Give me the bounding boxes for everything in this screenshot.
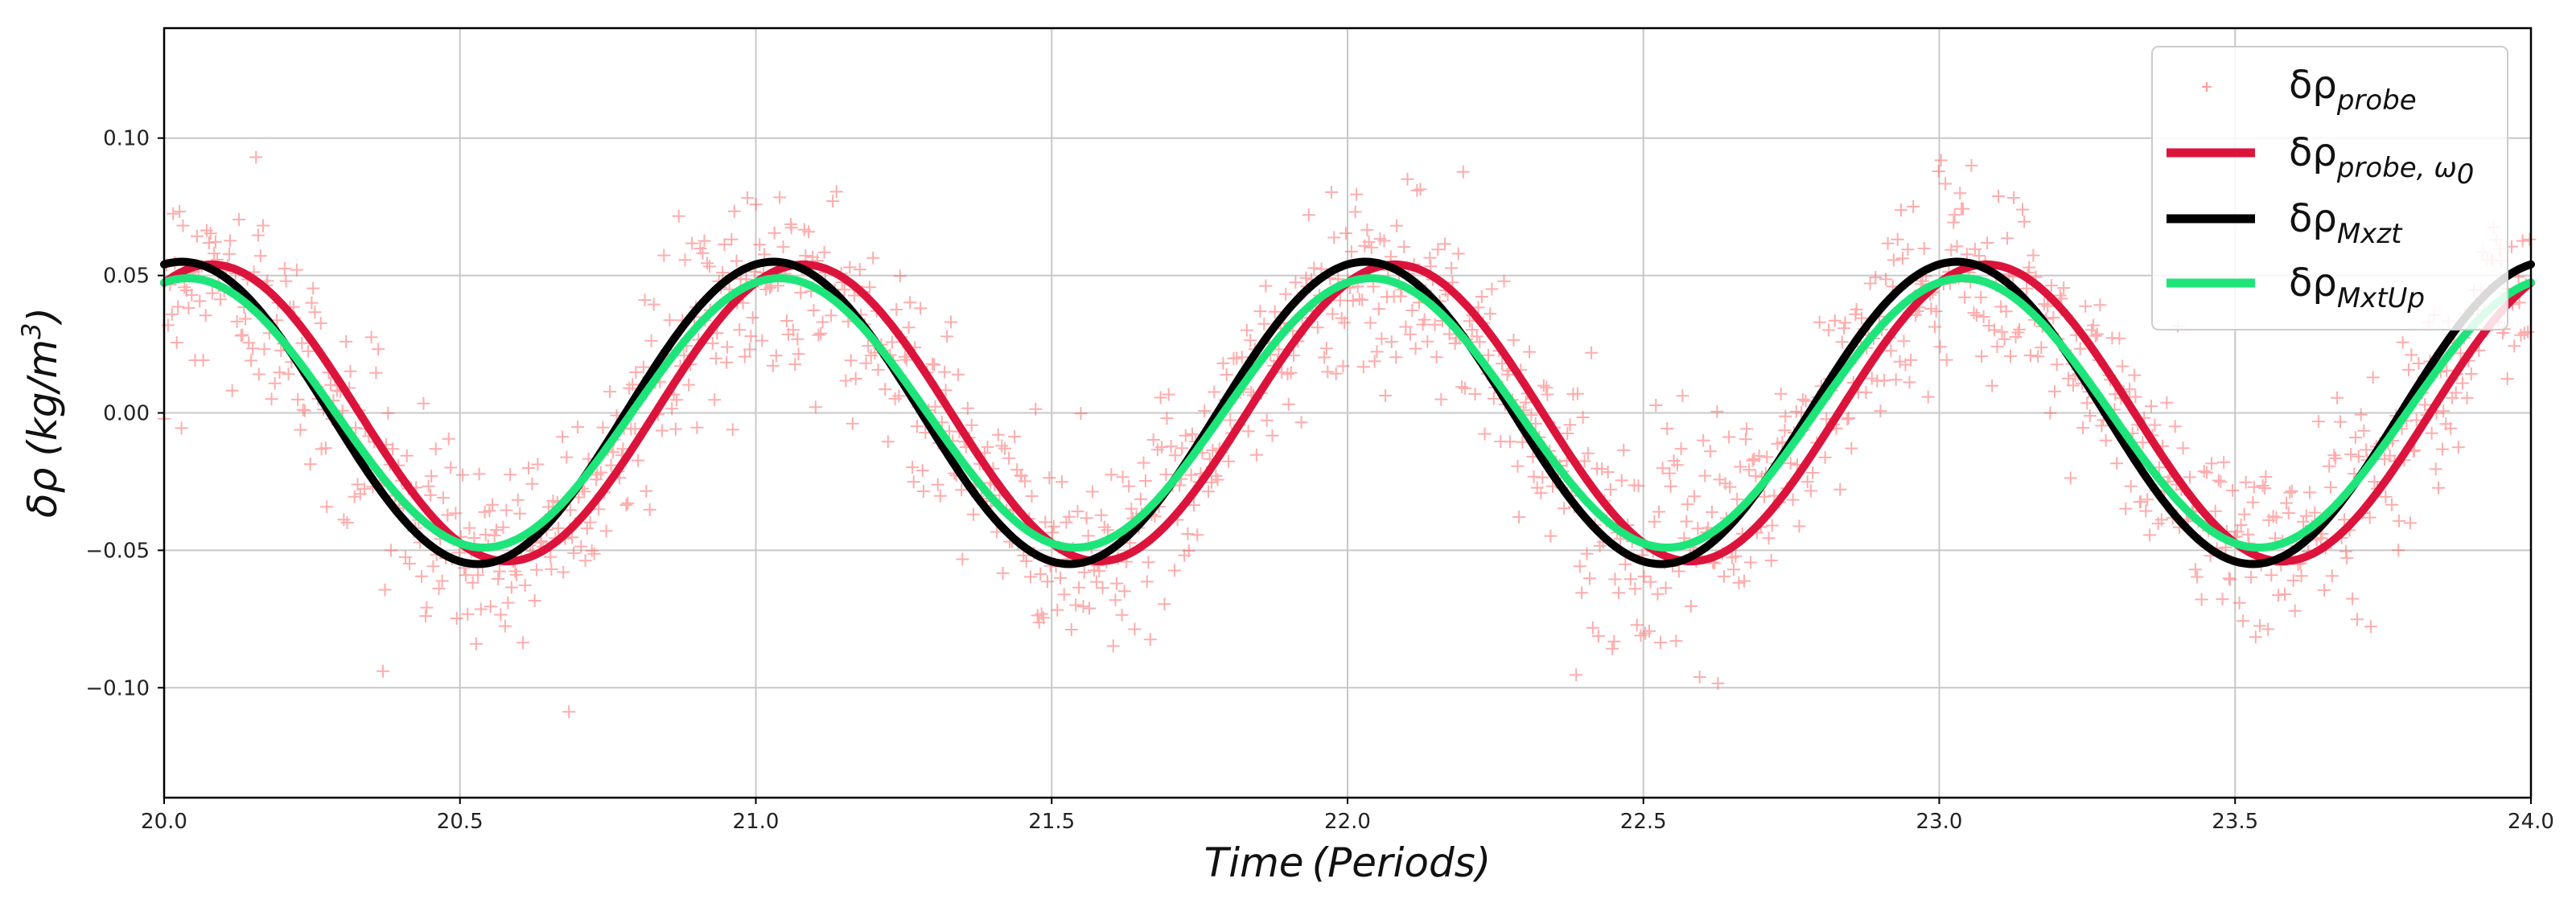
x-axis-label: Time (Periods) [1204,839,1492,886]
y-tick-label: −0.05 [85,539,150,563]
y-axis-label-main: δρ [19,467,66,518]
legend-label-mxzt-main: δρ [2289,196,2337,241]
x-axis-label-main: Time [1204,839,1304,886]
legend-label-mxtup-main: δρ [2289,261,2337,306]
x-tick-label: 20.0 [141,810,187,834]
legend-entry-probe: δρprobe [2202,63,2417,117]
legend-label-probe-omega-main: δρ [2289,130,2337,175]
y-axis-label-close: ) [19,307,66,326]
y-axis-label-sup: 3 [16,323,47,339]
x-tick-label: 23.0 [1916,810,1963,834]
legend-label-probe-main: δρ [2289,63,2337,108]
x-tick-label: 22.0 [1324,810,1371,834]
x-tick-label: 24.0 [2508,810,2554,834]
legend-label-probe-sub: probe [2336,84,2417,117]
y-tick-label: 0.05 [103,265,150,289]
svg-text:δρprobe, ω0: δρprobe, ω0 [2289,130,2474,191]
y-axis-ticks: −0.10 −0.05 0.00 0.05 0.10 [85,127,164,700]
y-axis-label: δρ (kg/m3) [16,307,66,518]
legend-entry-probe-omega: δρprobe, ω0 [2167,130,2474,191]
series-lines [160,257,2535,568]
legend-label-mxzt-sub: Mxzt [2337,218,2403,250]
x-tick-label: 21.0 [733,810,780,834]
x-axis-label-unit: (Periods) [1312,839,1492,886]
y-axis-label-unit: (kg/m [19,339,66,457]
legend-box [2151,46,2508,330]
legend-label-probe-omega-sub: probe, ω [2336,152,2457,184]
legend-entry-mxzt: δρMxzt [2167,196,2403,250]
series-line-3 [160,274,2535,552]
legend-plus-marker-icon [2202,82,2212,92]
legend-label-probe-omega-sub2: 0 [2457,158,2475,191]
y-tick-label: −0.10 [85,676,150,700]
svg-text:δρMxzt: δρMxzt [2289,196,2403,250]
y-tick-label: 0.00 [103,402,150,426]
x-tick-label: 23.5 [2212,810,2258,834]
svg-text:δρprobe: δρprobe [2289,63,2417,117]
legend-plus-marker-shape [2202,82,2212,92]
x-axis-ticks: 20.0 20.5 21.0 21.5 22.0 22.5 23.0 23.5 24.0 [141,798,2554,834]
legend-label-mxtup-sub: MxtUp [2337,282,2425,314]
svg-text:δρMxtUp: δρMxtUp [2289,261,2425,314]
legend-entry-mxtup: δρMxtUp [2167,261,2425,314]
legend: δρprobe δρprobe, ω0 δρMxzt δρMxtUp [2151,46,2508,330]
x-tick-label: 21.5 [1028,810,1075,834]
x-tick-label: 22.5 [1620,810,1667,834]
x-tick-label: 20.5 [437,810,484,834]
y-tick-label: 0.10 [103,127,150,151]
